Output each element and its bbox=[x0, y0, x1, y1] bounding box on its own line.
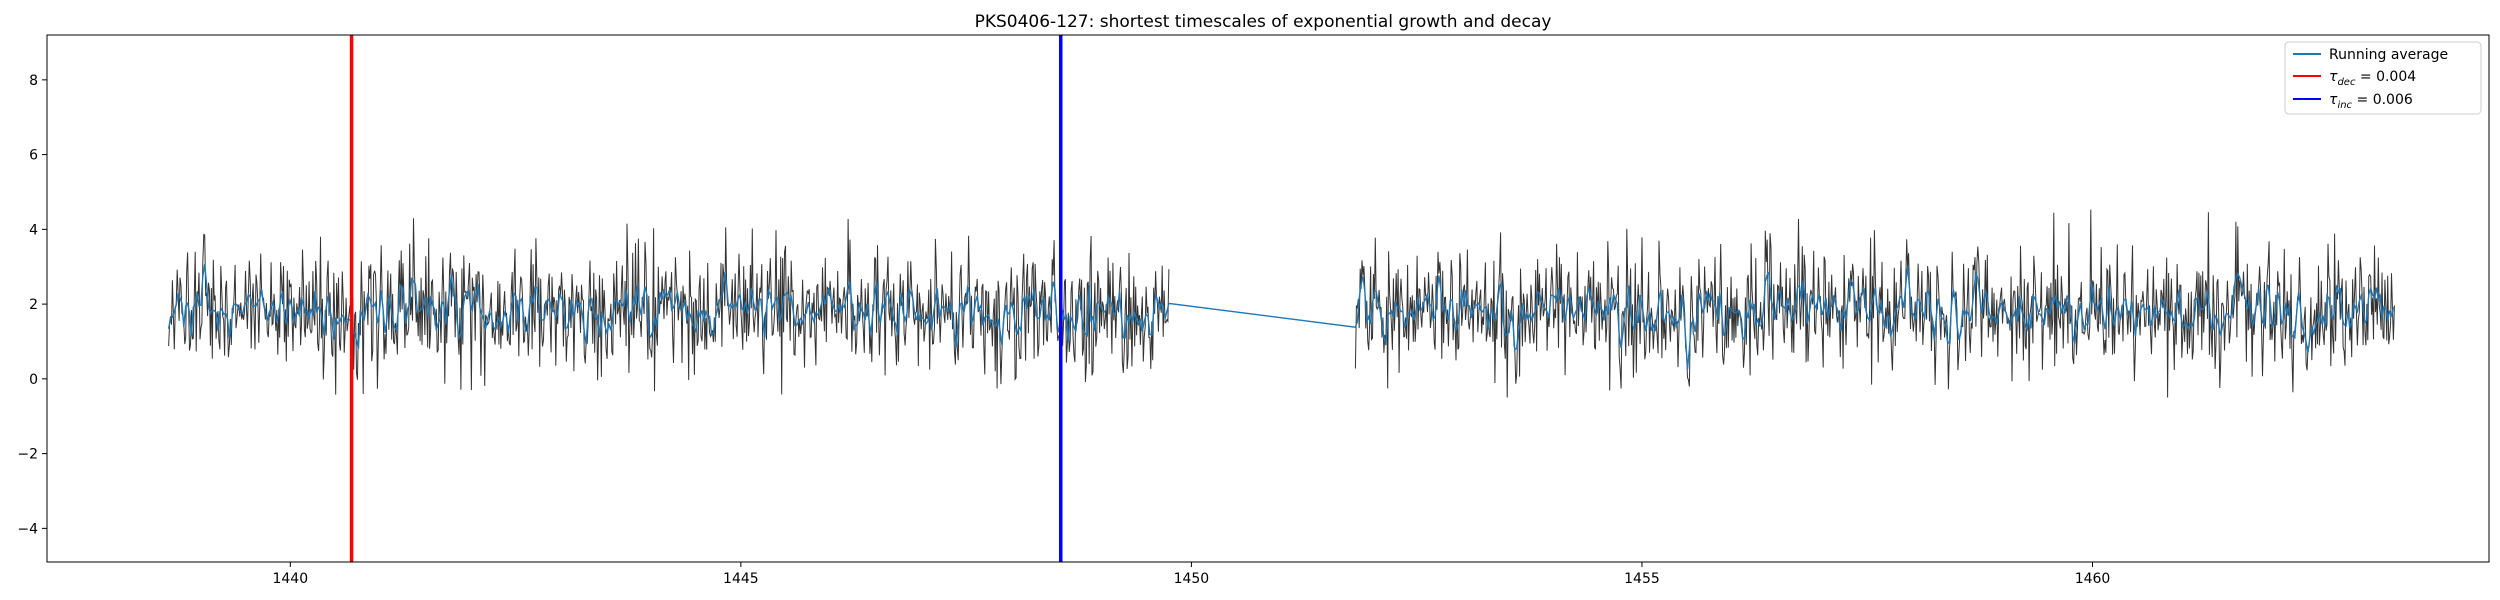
x-tick-label: 1440 bbox=[272, 571, 308, 587]
y-tick-label: −2 bbox=[17, 447, 38, 463]
vline-layer bbox=[349, 35, 1063, 562]
legend-box bbox=[2284, 41, 2482, 115]
y-tick-label: 4 bbox=[29, 222, 38, 238]
x-tick-label: 1445 bbox=[723, 571, 759, 587]
chart-title: PKS0406-127: shortest timescales of expo… bbox=[975, 12, 1552, 32]
y-tick-label: 0 bbox=[29, 372, 38, 388]
y-tick-label: −4 bbox=[17, 521, 38, 537]
y-tick-label: 8 bbox=[29, 73, 38, 89]
plot-frame bbox=[46, 34, 2490, 563]
raw-flux-line bbox=[1354, 209, 2395, 398]
data-layer bbox=[167, 209, 2395, 398]
x-axis-ticks: 1440 1445 1450 1455 1460 bbox=[272, 562, 2110, 587]
legend-label-tau-inc: τinc = 0.006 bbox=[2329, 92, 2413, 111]
y-tick-label: 6 bbox=[29, 148, 38, 164]
y-tick-label: 2 bbox=[29, 297, 38, 313]
legend-label-running-average: Running average bbox=[2329, 47, 2448, 63]
running-average-line bbox=[167, 263, 2395, 370]
x-tick-label: 1460 bbox=[2075, 571, 2111, 587]
x-tick-label: 1450 bbox=[1174, 571, 1210, 587]
legend-label-tau-dec: τdec = 0.004 bbox=[2329, 69, 2416, 88]
legend: Running average τdec = 0.004 τinc = 0.00… bbox=[2284, 41, 2482, 115]
y-axis-ticks: −4 −2 0 2 4 6 8 bbox=[17, 73, 47, 537]
x-tick-label: 1455 bbox=[1624, 571, 1660, 587]
